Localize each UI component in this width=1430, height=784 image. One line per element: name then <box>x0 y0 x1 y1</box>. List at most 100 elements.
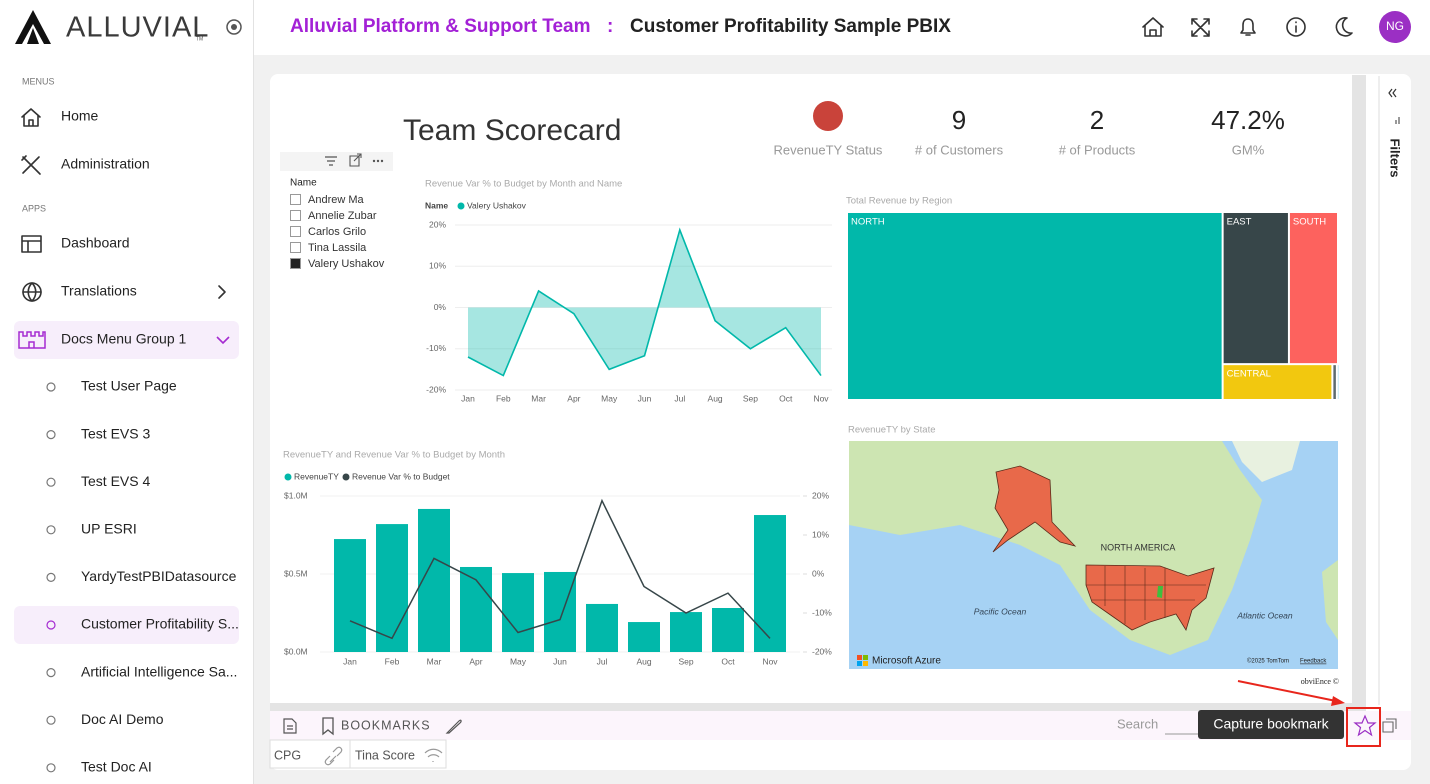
checkbox[interactable] <box>290 194 301 205</box>
section-heading: APPS <box>22 203 46 213</box>
theme-button[interactable] <box>1335 17 1353 37</box>
checkbox[interactable] <box>290 226 301 237</box>
bar[interactable] <box>670 612 702 652</box>
checkbox[interactable] <box>290 210 301 221</box>
treemap-tile[interactable] <box>1223 365 1332 399</box>
slicer-title: Name <box>290 178 317 189</box>
info-button[interactable] <box>1286 17 1306 37</box>
treemap-tile[interactable] <box>1333 365 1336 399</box>
legend-label: Valery Ushakov <box>467 200 527 210</box>
map-feedback[interactable]: Feedback <box>1300 659 1327 665</box>
legend-label: Revenue Var % to Budget <box>352 471 450 481</box>
highlight-box <box>1346 707 1381 747</box>
x-tick-label: Jul <box>597 656 608 666</box>
nav-subitem[interactable]: UP ESRI <box>81 521 137 537</box>
chart-title: Total Revenue by Region <box>846 196 952 207</box>
pin-toggle[interactable] <box>226 19 242 35</box>
bar[interactable] <box>712 608 744 652</box>
slicer-filter-icon[interactable] <box>325 156 337 166</box>
header-separator: : <box>607 16 613 37</box>
search-placeholder[interactable]: Search <box>1117 716 1158 731</box>
checkbox[interactable] <box>290 242 301 253</box>
bookmark-tab[interactable] <box>349 739 447 769</box>
filters-label[interactable]: Filters <box>1388 138 1403 177</box>
x-tick-label: Feb <box>385 656 400 666</box>
chart-title: Revenue Var % to Budget by Month and Nam… <box>425 179 622 190</box>
chart-title: RevenueTY by State <box>848 425 936 436</box>
treemap-tile[interactable] <box>1223 213 1288 364</box>
x-tick-label: May <box>601 393 618 403</box>
notifications-button[interactable] <box>1240 18 1256 36</box>
legend-title: Name <box>425 200 448 210</box>
logo-mark: TM <box>196 36 203 42</box>
capture-bookmark-button[interactable] <box>1353 714 1377 737</box>
bookmark-name[interactable]: Tina Score <box>355 748 415 762</box>
x-tick-label: May <box>510 656 527 666</box>
avatar[interactable] <box>1379 11 1411 43</box>
slicer-option[interactable]: Valery Ushakov <box>308 258 385 270</box>
page-icon[interactable] <box>283 718 297 734</box>
bookmarks-label[interactable]: BOOKMARKS <box>341 718 431 732</box>
nav-subitem[interactable]: YardyTestPBIDatasource <box>81 568 237 584</box>
nav-item[interactable]: Home <box>61 108 99 124</box>
nav-item[interactable]: Translations <box>61 283 137 299</box>
bar[interactable] <box>628 622 660 652</box>
home-button[interactable] <box>1142 17 1164 37</box>
map-state <box>1157 586 1163 598</box>
nav-item[interactable]: Dashboard <box>61 235 130 251</box>
nav-group[interactable]: Docs Menu Group 1 <box>61 331 186 347</box>
logo-square <box>863 655 868 660</box>
treemap-tile[interactable] <box>1289 213 1337 364</box>
bookmark-name[interactable]: CPG <box>274 748 301 762</box>
slicer-focus-icon[interactable] <box>349 153 362 167</box>
nav-subitem[interactable]: Artificial Intelligence Sa... <box>81 663 237 679</box>
slicer-option[interactable]: Tina Lassila <box>308 242 367 254</box>
team-name: Alluvial Platform & Support Team <box>290 16 591 37</box>
checkbox[interactable] <box>290 258 301 269</box>
bar[interactable] <box>586 603 618 652</box>
treemap-tile[interactable] <box>1337 365 1339 399</box>
slicer-more[interactable] <box>372 159 384 163</box>
nav-subitem[interactable]: Test EVS 4 <box>81 473 150 489</box>
bar[interactable] <box>754 515 786 652</box>
slicer-option[interactable]: Annelie Zubar <box>308 210 377 222</box>
globe-lines <box>22 282 42 302</box>
status-label: RevenueTY Status <box>774 142 883 157</box>
bar[interactable] <box>460 566 492 652</box>
nav-subitem[interactable]: Test User Page <box>81 378 177 394</box>
bar[interactable] <box>544 571 576 652</box>
slicer-option[interactable]: Andrew Ma <box>308 194 365 206</box>
treemap-tile[interactable] <box>848 213 1222 399</box>
line <box>467 227 822 377</box>
bullet <box>46 572 56 583</box>
nav-item[interactable]: Administration <box>61 156 150 172</box>
link-icon <box>324 746 343 766</box>
nav-subitem[interactable]: Doc AI Demo <box>81 711 164 727</box>
bar[interactable] <box>502 573 534 652</box>
x-tick-label: Feb <box>496 393 511 403</box>
chevron-down[interactable] <box>216 336 230 345</box>
watermark: obviEnce © <box>1301 677 1339 686</box>
manage-bookmarks[interactable] <box>1382 718 1397 733</box>
kpi-cards: 9 # of Customers 2 # of Products 47.2% GM% <box>915 105 1285 158</box>
fullscreen-button[interactable] <box>1191 18 1210 37</box>
slicer-option[interactable]: Carlos Grilo <box>308 226 366 238</box>
nav-subitem[interactable]: Customer Profitability S... <box>81 616 239 632</box>
group-icon <box>18 331 46 349</box>
bookmark-tab[interactable] <box>269 739 351 769</box>
kpi-value: 9 <box>952 105 966 135</box>
kpi-value: 2 <box>1090 105 1104 135</box>
area <box>468 229 821 376</box>
bar[interactable] <box>418 508 450 652</box>
legend-label: RevenueTY <box>294 471 339 481</box>
x-tick-label: Sep <box>678 656 693 666</box>
chevron-right[interactable] <box>218 285 226 299</box>
nav-subitem[interactable]: Test EVS 3 <box>81 425 150 441</box>
line <box>349 498 771 640</box>
edit-icon[interactable] <box>445 719 462 734</box>
filters-collapse[interactable] <box>1388 88 1397 98</box>
section-heading: MENUS <box>22 76 55 86</box>
nav-subitem[interactable]: Test Doc AI <box>81 759 152 775</box>
bar[interactable] <box>376 524 408 652</box>
bar[interactable] <box>334 539 366 652</box>
